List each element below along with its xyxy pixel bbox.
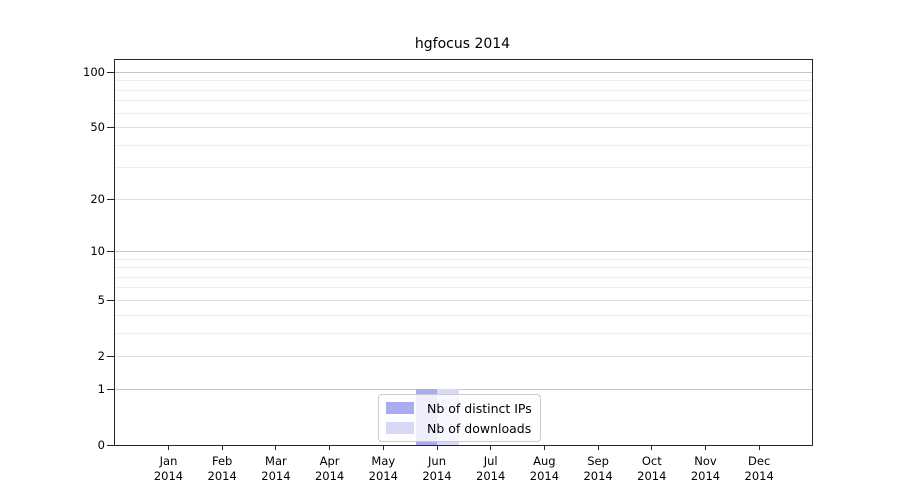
gridline-minor [115, 144, 812, 146]
x-tick-label: Jun 2014 [422, 454, 452, 483]
gridline-major [115, 198, 812, 200]
y-tick [107, 355, 115, 357]
legend: Nb of distinct IPs Nb of downloads [378, 394, 541, 442]
y-tick-label: 5 [97, 292, 105, 307]
legend-label-distinct-ips: Nb of distinct IPs [427, 400, 532, 416]
y-tick-label: 2 [97, 348, 105, 363]
gridline-minor [115, 267, 812, 269]
x-tick [275, 445, 277, 450]
x-tick [436, 445, 438, 450]
legend-item-downloads: Nb of downloads [386, 420, 533, 436]
y-tick [107, 444, 115, 446]
x-tick-label: Feb 2014 [207, 454, 237, 483]
x-tick-label: May 2014 [368, 454, 398, 483]
x-tick [329, 445, 331, 450]
gridline-major [115, 127, 812, 129]
gridline-major [115, 250, 812, 252]
x-tick-label: Aug 2014 [529, 454, 560, 483]
gridline-major [115, 355, 812, 357]
y-tick [107, 127, 115, 129]
gridline-minor [115, 89, 812, 91]
y-tick-label: 0 [97, 437, 105, 452]
x-tick-label: Jul 2014 [476, 454, 506, 483]
gridline-major [115, 71, 812, 73]
gridline-major [115, 299, 812, 301]
x-tick [382, 445, 384, 450]
y-tick-label: 100 [83, 64, 105, 79]
x-tick-label: Apr 2014 [314, 454, 345, 483]
gridline-minor [115, 276, 812, 278]
y-tick-label: 50 [90, 120, 105, 135]
plot-area: 0 1 2 5 10 20 50 100 Jan 2014 Feb 2014 Mar 2014 Apr 201… [83, 59, 813, 483]
x-tick [597, 445, 599, 450]
gridline-minor [115, 258, 812, 260]
y-tick-label: 20 [90, 191, 105, 206]
x-tick [490, 445, 492, 450]
y-tick [107, 388, 115, 390]
x-tick-label: Dec 2014 [744, 454, 774, 483]
gridline-minor [115, 287, 812, 289]
y-tick [107, 198, 115, 200]
y-tick [107, 299, 115, 301]
gridline-minor [115, 167, 812, 169]
x-tick-label: Jan 2014 [153, 454, 184, 483]
gridline-minor [115, 80, 812, 82]
legend-swatch-distinct-ips [386, 402, 414, 414]
x-tick [221, 445, 223, 450]
gridline-minor [115, 332, 812, 334]
gridline-major [115, 388, 812, 390]
legend-item-distinct-ips: Nb of distinct IPs [386, 400, 533, 416]
y-tick [107, 250, 115, 252]
x-tick [758, 445, 760, 450]
x-tick [651, 445, 653, 450]
legend-label-downloads: Nb of downloads [427, 420, 532, 436]
chart-title: hgfocus 2014 [414, 36, 511, 52]
gridline-minor [115, 112, 812, 114]
x-tick [168, 445, 169, 450]
x-tick-label: Oct 2014 [637, 454, 667, 483]
x-tick-label: Nov 2014 [690, 454, 721, 483]
legend-swatch-downloads [386, 422, 414, 434]
y-tick [107, 71, 115, 73]
gridline-minor [115, 314, 812, 316]
gridline-minor [115, 100, 812, 102]
x-tick-label: Mar 2014 [261, 454, 291, 483]
y-tick-label: 10 [90, 243, 105, 258]
x-tick-label: Sep 2014 [583, 454, 613, 483]
x-tick [543, 445, 545, 450]
x-tick [705, 445, 706, 450]
y-tick-label: 1 [97, 381, 105, 396]
